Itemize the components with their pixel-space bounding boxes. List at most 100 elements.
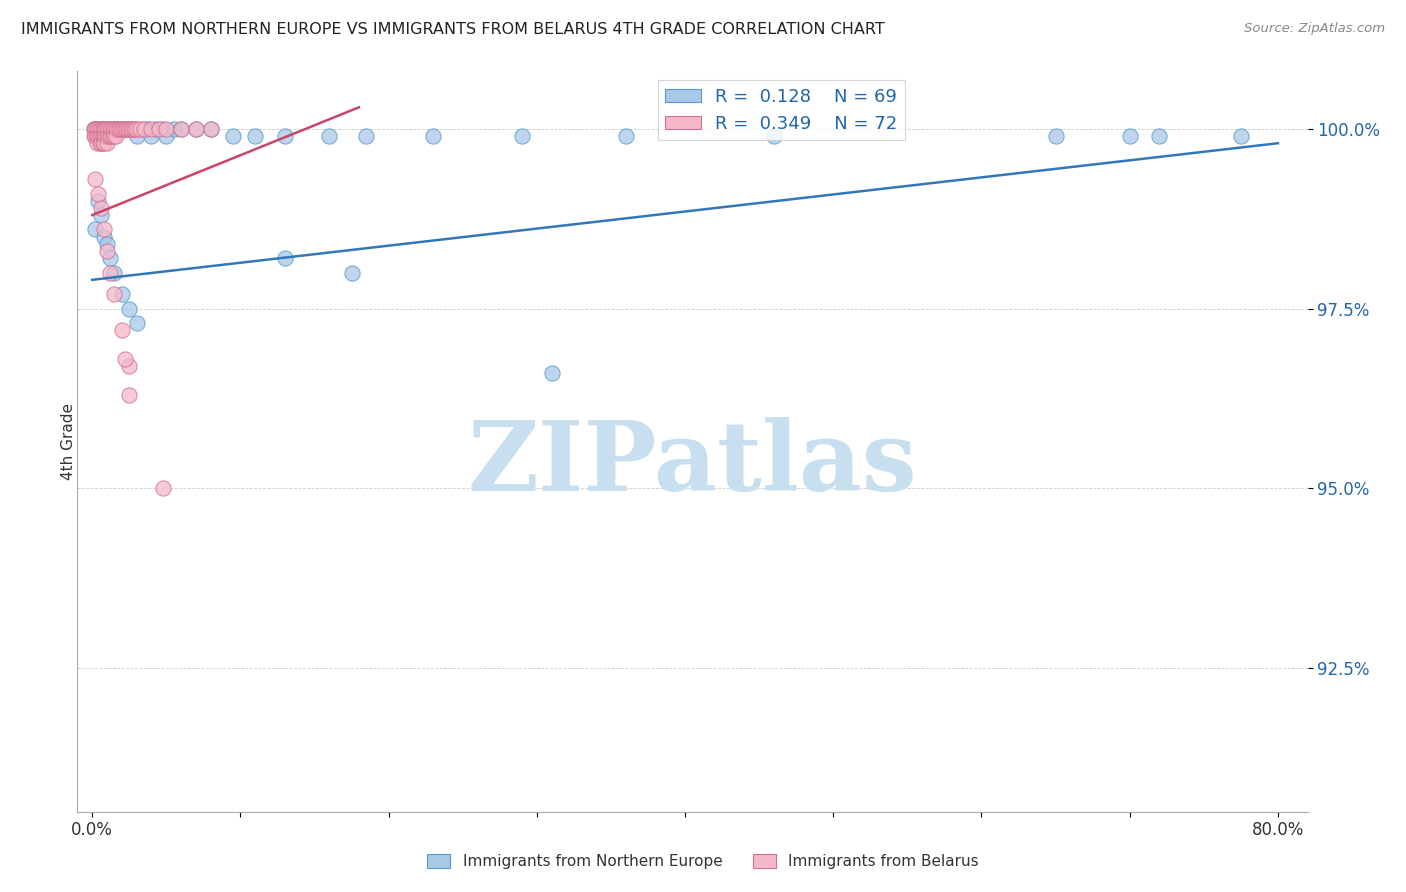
Point	[87, 129, 110, 144]
Point	[1045, 129, 1067, 144]
Point	[96, 121, 118, 136]
Point	[97, 129, 120, 144]
Point	[91, 121, 114, 136]
Point	[108, 121, 131, 136]
Point	[152, 481, 174, 495]
Point	[94, 121, 117, 136]
Point	[96, 136, 118, 151]
Point	[86, 129, 108, 144]
Point	[83, 121, 105, 136]
Point	[117, 121, 139, 136]
Point	[100, 121, 122, 136]
Point	[90, 136, 112, 151]
Point	[94, 129, 117, 144]
Point	[222, 129, 245, 144]
Point	[125, 129, 148, 144]
Point	[111, 287, 134, 301]
Point	[93, 129, 115, 144]
Point	[155, 129, 177, 144]
Point	[98, 129, 121, 144]
Point	[132, 121, 155, 136]
Point	[98, 121, 121, 136]
Point	[114, 121, 136, 136]
Point	[89, 121, 111, 136]
Point	[89, 136, 111, 151]
Point	[100, 121, 122, 136]
Point	[200, 121, 222, 136]
Point	[94, 129, 117, 144]
Point	[118, 121, 141, 136]
Point	[110, 121, 132, 136]
Point	[132, 121, 155, 136]
Point	[86, 121, 108, 136]
Point	[274, 129, 297, 144]
Point	[83, 129, 105, 144]
Point	[103, 287, 125, 301]
Point	[112, 121, 135, 136]
Point	[84, 121, 107, 136]
Point	[104, 129, 127, 144]
Point	[91, 136, 114, 151]
Point	[108, 121, 131, 136]
Y-axis label: 4th Grade: 4th Grade	[62, 403, 76, 480]
Point	[148, 121, 170, 136]
Point	[91, 129, 114, 144]
Point	[245, 129, 267, 144]
Point	[118, 359, 141, 373]
Point	[141, 129, 163, 144]
Point	[122, 121, 145, 136]
Point	[84, 222, 107, 236]
Point	[94, 121, 117, 136]
Point	[96, 121, 118, 136]
Point	[90, 121, 112, 136]
Point	[97, 121, 120, 136]
Point	[98, 121, 121, 136]
Point	[97, 121, 120, 136]
Point	[86, 121, 108, 136]
Point	[318, 129, 340, 144]
Point	[155, 121, 177, 136]
Point	[340, 266, 363, 280]
Point	[96, 129, 118, 144]
Point	[96, 129, 118, 144]
Point	[274, 252, 297, 266]
Point	[121, 121, 143, 136]
Point	[104, 121, 127, 136]
Point	[83, 121, 105, 136]
Point	[111, 121, 134, 136]
Point	[110, 121, 132, 136]
Point	[114, 121, 136, 136]
Point	[101, 129, 124, 144]
Point	[105, 121, 128, 136]
Point	[111, 121, 134, 136]
Point	[138, 121, 160, 136]
Point	[90, 129, 112, 144]
Point	[84, 172, 107, 186]
Point	[150, 121, 173, 136]
Point	[762, 129, 785, 144]
Point	[87, 186, 110, 201]
Point	[93, 121, 115, 136]
Point	[89, 129, 111, 144]
Point	[89, 129, 111, 144]
Point	[184, 121, 207, 136]
Point	[170, 121, 193, 136]
Point	[1118, 129, 1140, 144]
Point	[114, 351, 136, 366]
Point	[101, 121, 124, 136]
Point	[84, 121, 107, 136]
Point	[184, 121, 207, 136]
Point	[98, 252, 121, 266]
Point	[112, 121, 135, 136]
Point	[93, 121, 115, 136]
Text: Source: ZipAtlas.com: Source: ZipAtlas.com	[1244, 22, 1385, 36]
Point	[96, 244, 118, 258]
Point	[93, 129, 115, 144]
Point	[91, 121, 114, 136]
Point	[111, 323, 134, 337]
Point	[145, 121, 167, 136]
Point	[120, 121, 142, 136]
Point	[90, 208, 112, 222]
Point	[90, 121, 112, 136]
Point	[356, 129, 378, 144]
